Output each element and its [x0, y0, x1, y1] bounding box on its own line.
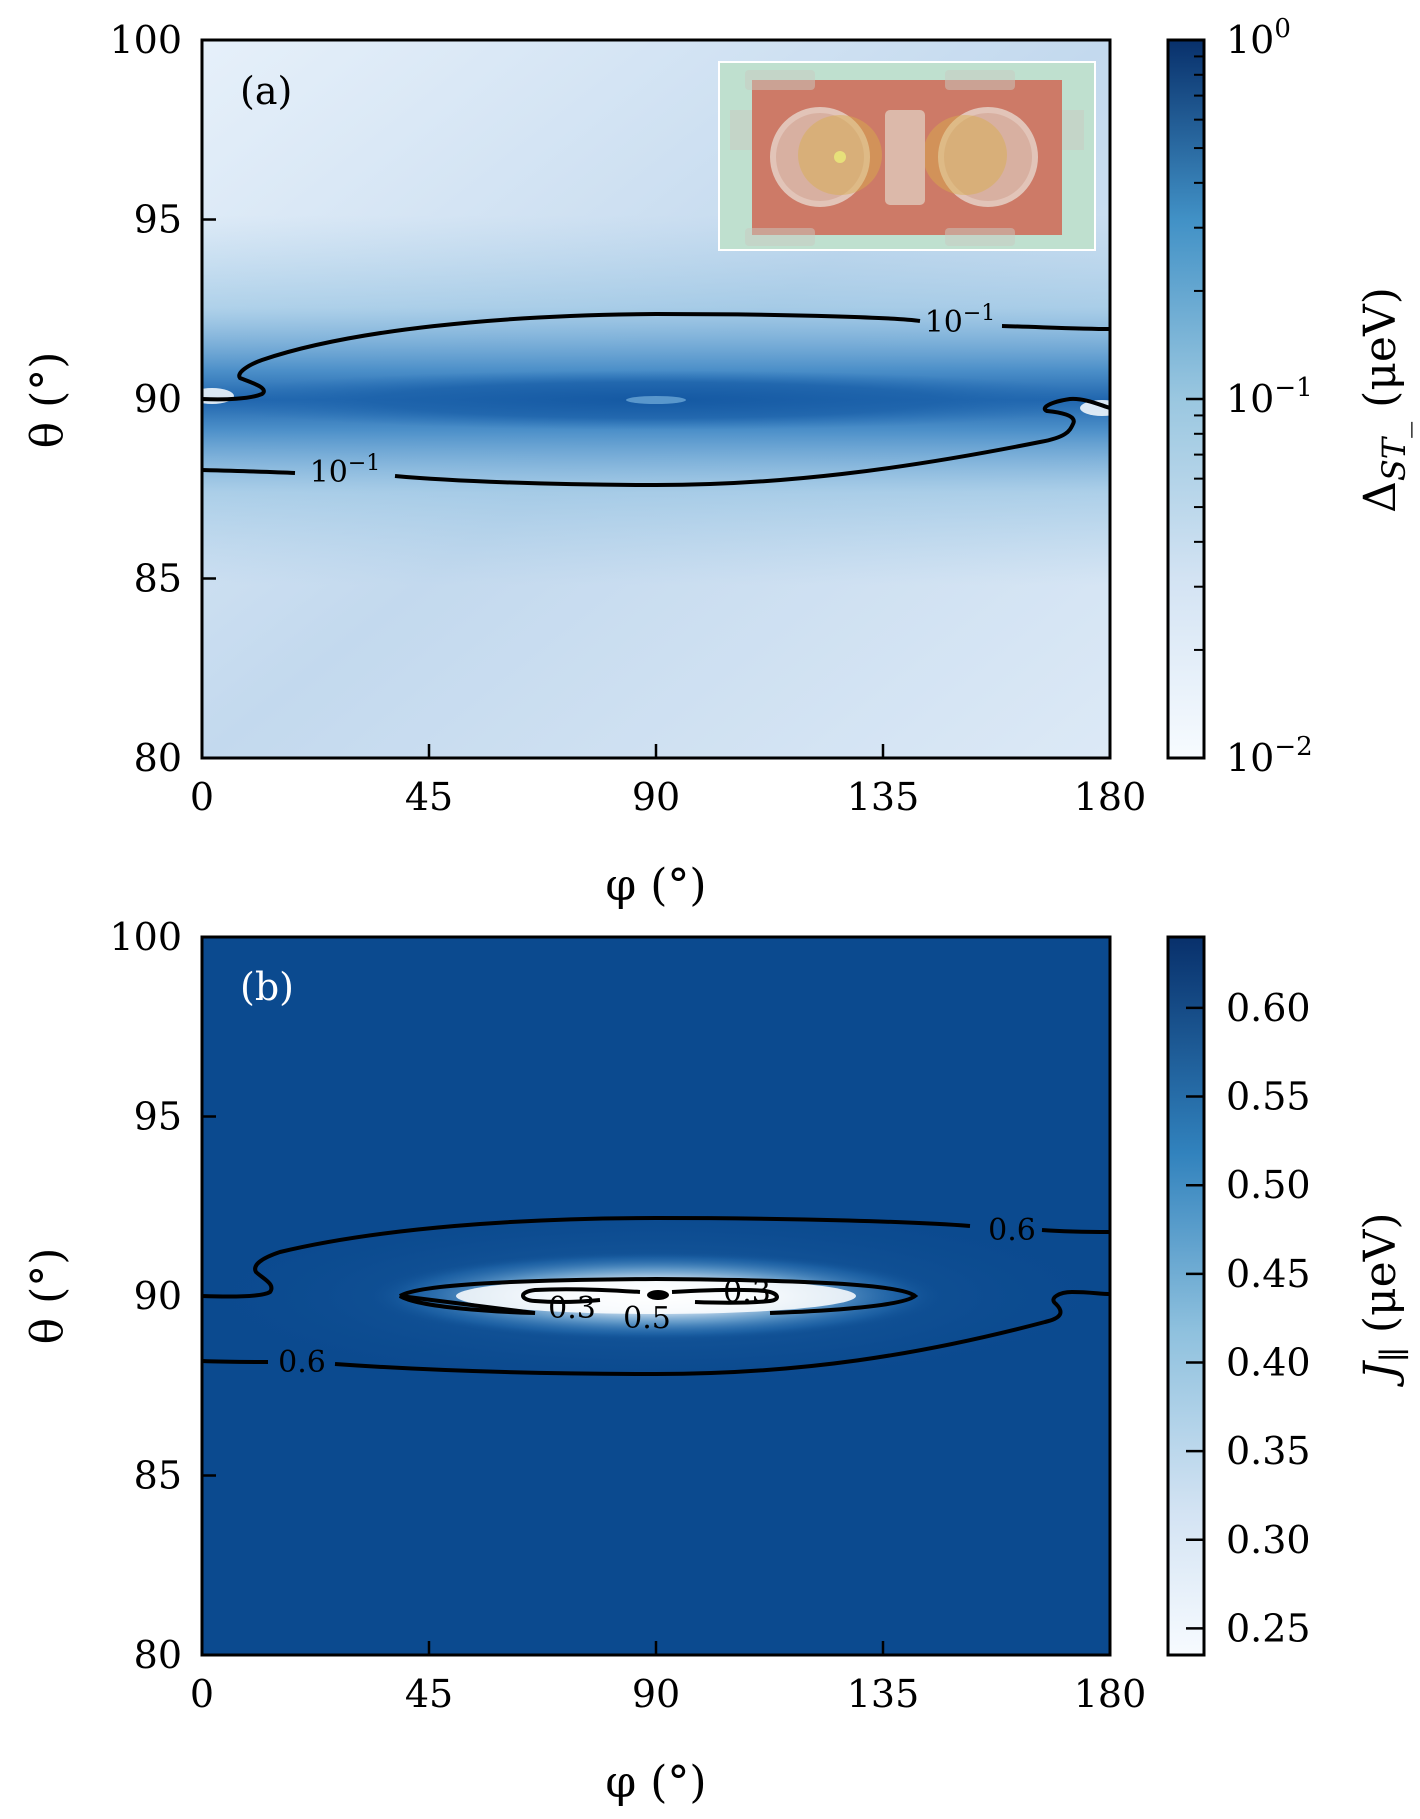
- x-tick-label-a: 180: [1074, 775, 1147, 819]
- colorbar-ticks-b: 0.25 0.30 0.35 0.40 0.45 0.50 0.55 0.60: [1186, 986, 1311, 1650]
- device-inset: [718, 61, 1096, 251]
- x-tick-label-a: 45: [405, 775, 453, 819]
- colorbar-tick-label-b: 0.40: [1226, 1340, 1311, 1384]
- y-tick-label-a: 85: [134, 557, 182, 601]
- x-tick-label-a: 135: [847, 775, 920, 819]
- contour-label-a-right: 10−1: [925, 301, 996, 340]
- contour-b-06-lower: [202, 1289, 1110, 1377]
- contour-label-a-left: 10−1: [310, 451, 381, 490]
- panel-b: 0.6 0.6 0.5 0.3 0.3 (b) 0 45 90 135 180 80 85 9…: [22, 915, 1413, 1808]
- colorbar-tick-label-b: 0.60: [1226, 986, 1311, 1030]
- contour-a-upper: [202, 311, 1110, 402]
- y-axis-title-b: θ (°): [22, 1248, 73, 1345]
- axis-ticks-b: 0 45 90 135 180 80 85 90 95 100: [109, 915, 1146, 1716]
- x-tick-label-b: 90: [632, 1672, 680, 1716]
- colorbar-tick-label-b: 0.25: [1226, 1606, 1311, 1650]
- panel-a: 10−1 10−1 (a) 0 45 90 135 180 80 85 90 95 100 φ (…: [22, 14, 1413, 911]
- colorbar-tick-label-b: 0.45: [1226, 1252, 1311, 1296]
- panel-label-a: (a): [240, 69, 292, 113]
- contour-a-lower: [202, 396, 1110, 488]
- minimum-marker-b: [647, 1290, 669, 1300]
- heatmap-b: 0.6 0.6 0.5 0.3 0.3 (b): [202, 937, 1110, 1655]
- colorbar-ticks-a: 10−2 10−1 100: [1186, 14, 1313, 780]
- colorbar-tick-label-b: 0.35: [1226, 1429, 1311, 1473]
- colorbar-title-b: J∥ (μeV): [1355, 1212, 1413, 1387]
- contour-b-03-left: [521, 1287, 641, 1305]
- contour-label-b-06-right: 0.6: [988, 1213, 1036, 1248]
- contour-label-b-03-left: 0.3: [548, 1291, 596, 1326]
- colorbar-b: [1166, 935, 1206, 1657]
- y-tick-label-b: 85: [134, 1454, 182, 1498]
- colorbar-tick-label-a: 10−2: [1226, 732, 1313, 780]
- y-tick-label-b: 90: [134, 1274, 182, 1318]
- x-tick-label-b: 180: [1074, 1672, 1147, 1716]
- y-tick-label-a: 95: [134, 198, 182, 242]
- y-tick-label-a: 80: [134, 736, 182, 780]
- y-tick-label-b: 100: [109, 915, 182, 959]
- y-tick-label-b: 80: [134, 1633, 182, 1677]
- y-tick-label-a: 90: [134, 377, 182, 421]
- x-tick-label-a: 90: [632, 775, 680, 819]
- contour-label-b-05: 0.5: [623, 1301, 671, 1336]
- colorbar-tick-label-a: 100: [1226, 14, 1291, 62]
- x-tick-label-b: 45: [405, 1672, 453, 1716]
- colorbar-tick-label-b: 0.55: [1226, 1075, 1311, 1119]
- colorbar-title-a: ΔST_ (μeV): [1355, 287, 1413, 513]
- x-tick-label-b: 135: [847, 1672, 920, 1716]
- y-tick-label-b: 95: [134, 1095, 182, 1139]
- contour-label-b-03-right: 0.3: [723, 1275, 771, 1310]
- heatmap-a: 10−1 10−1 (a): [202, 40, 1110, 758]
- colorbar-tick-label-a: 10−1: [1226, 373, 1313, 421]
- x-axis-title-b: φ (°): [605, 1757, 706, 1808]
- axis-ticks-a: 0 45 90 135 180 80 85 90 95 100: [109, 18, 1146, 819]
- panel-label-b: (b): [240, 965, 294, 1009]
- contour-b-03-right: [671, 1287, 779, 1305]
- x-axis-title-a: φ (°): [605, 860, 706, 911]
- y-axis-title-a: θ (°): [22, 352, 73, 449]
- x-tick-label-b: 0: [190, 1672, 214, 1716]
- contour-b-05: [398, 1276, 919, 1315]
- contour-label-b-06-left: 0.6: [278, 1345, 326, 1380]
- contour-b-06-upper: [202, 1215, 1110, 1299]
- colorbar-tick-label-b: 0.30: [1226, 1518, 1311, 1562]
- y-tick-label-a: 100: [109, 18, 182, 62]
- x-tick-label-a: 0: [190, 775, 214, 819]
- colorbar-tick-label-b: 0.50: [1226, 1163, 1311, 1207]
